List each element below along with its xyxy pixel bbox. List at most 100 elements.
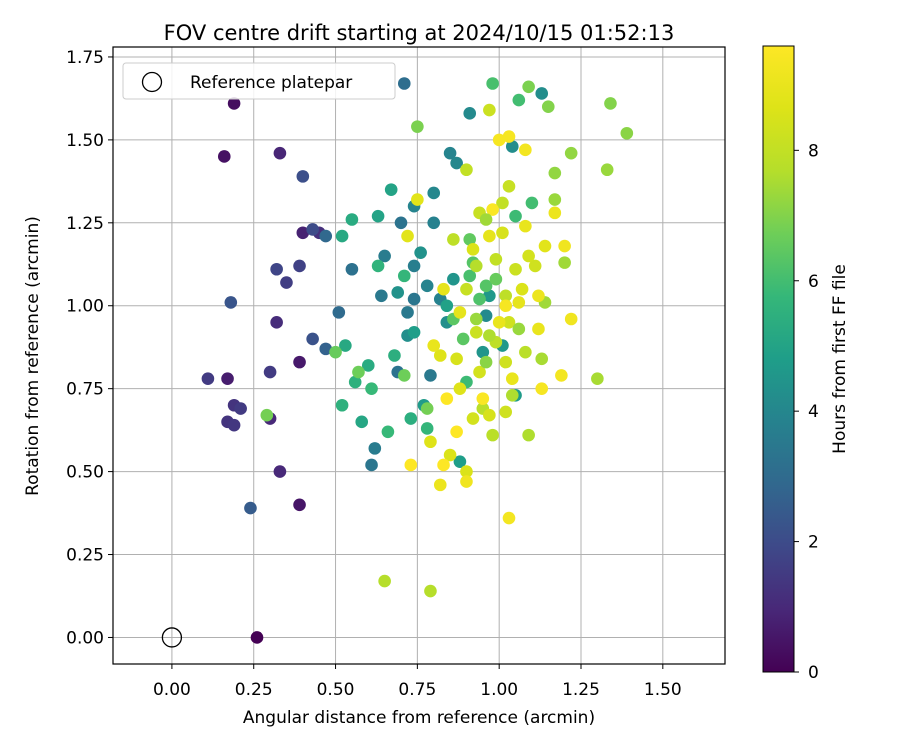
data-point: [355, 415, 369, 429]
data-point: [505, 372, 519, 386]
data-point: [558, 256, 571, 269]
data-point: [548, 206, 562, 220]
data-point: [479, 279, 493, 293]
data-point: [466, 243, 480, 256]
data-point: [469, 325, 483, 339]
data-point: [443, 146, 457, 160]
data-points: [161, 77, 634, 648]
data-point: [512, 93, 526, 107]
data-point: [548, 193, 562, 206]
data-point: [397, 269, 411, 283]
data-point: [469, 312, 483, 326]
data-point: [404, 458, 418, 472]
data-point: [424, 435, 437, 449]
colorbar-tick-label: 4: [808, 402, 819, 422]
data-point: [201, 372, 215, 386]
data-point: [244, 501, 257, 515]
data-point: [525, 196, 539, 210]
data-point: [227, 97, 241, 110]
data-point: [519, 345, 532, 359]
data-point: [227, 418, 241, 432]
data-point: [306, 332, 319, 346]
data-point: [306, 223, 319, 236]
data-point: [381, 425, 395, 439]
y-tick-label: 0.25: [66, 546, 104, 566]
data-point: [450, 425, 463, 439]
data-point: [293, 355, 306, 369]
data-point: [335, 229, 349, 243]
legend-entry-reference: Reference platepar: [190, 73, 352, 93]
data-point: [564, 146, 578, 160]
data-point: [348, 375, 362, 389]
data-point: [535, 382, 549, 395]
data-point: [463, 269, 477, 283]
data-point: [499, 299, 513, 313]
data-point: [217, 150, 231, 163]
data-point: [427, 186, 441, 200]
data-point: [489, 272, 503, 286]
data-point: [512, 322, 526, 336]
data-point: [564, 312, 578, 326]
data-point: [280, 276, 293, 289]
data-point: [515, 282, 529, 296]
data-point: [447, 272, 460, 286]
colorbar-ticks: 0 2 4 6 8: [794, 141, 819, 683]
data-point: [558, 239, 571, 253]
data-point: [535, 352, 549, 366]
data-point: [371, 209, 385, 223]
data-point: [469, 259, 483, 273]
data-point: [319, 229, 333, 243]
reference-platepar-marker: [161, 627, 183, 648]
data-point: [378, 574, 391, 588]
data-point: [535, 87, 549, 100]
data-point: [420, 422, 434, 435]
data-point: [486, 77, 499, 90]
data-point: [528, 259, 542, 273]
data-point: [234, 402, 247, 415]
data-point: [424, 584, 437, 598]
data-point: [453, 382, 467, 395]
data-point: [407, 292, 421, 306]
data-point: [473, 365, 486, 379]
data-point: [388, 349, 401, 362]
data-point: [460, 465, 473, 478]
data-point: [486, 203, 499, 216]
data-point: [505, 389, 519, 402]
data-point: [273, 146, 287, 160]
data-point: [460, 163, 473, 177]
data-point: [483, 103, 496, 117]
data-point: [476, 345, 490, 359]
data-point: [375, 289, 388, 303]
y-tick-label: 0.00: [66, 628, 104, 648]
data-point: [620, 126, 634, 140]
data-point: [404, 412, 418, 425]
data-point: [440, 299, 454, 313]
data-point: [384, 183, 398, 196]
data-point: [538, 239, 552, 253]
colorbar-label: Hours from first FF file: [830, 264, 850, 454]
data-point: [361, 359, 375, 372]
data-point: [296, 226, 310, 240]
x-tick-label: 0.50: [317, 680, 355, 700]
data-point: [368, 442, 382, 455]
data-point: [433, 349, 447, 362]
data-point: [401, 306, 414, 319]
data-point: [496, 226, 509, 240]
data-point: [476, 392, 490, 405]
data-point: [440, 392, 454, 405]
data-point: [293, 259, 306, 273]
x-ticks: 0.00 0.25 0.50 0.75 1.00 1.25 1.50: [153, 664, 682, 700]
data-point: [502, 130, 516, 143]
data-point: [499, 355, 513, 369]
data-point: [466, 412, 480, 425]
data-point: [450, 156, 463, 170]
data-point: [296, 170, 310, 183]
data-point: [407, 325, 421, 339]
data-point: [591, 372, 604, 386]
data-point: [339, 339, 352, 352]
data-point: [394, 216, 408, 230]
data-point: [519, 219, 532, 233]
colorbar-tick-label: 8: [808, 141, 819, 161]
data-point: [345, 262, 359, 276]
